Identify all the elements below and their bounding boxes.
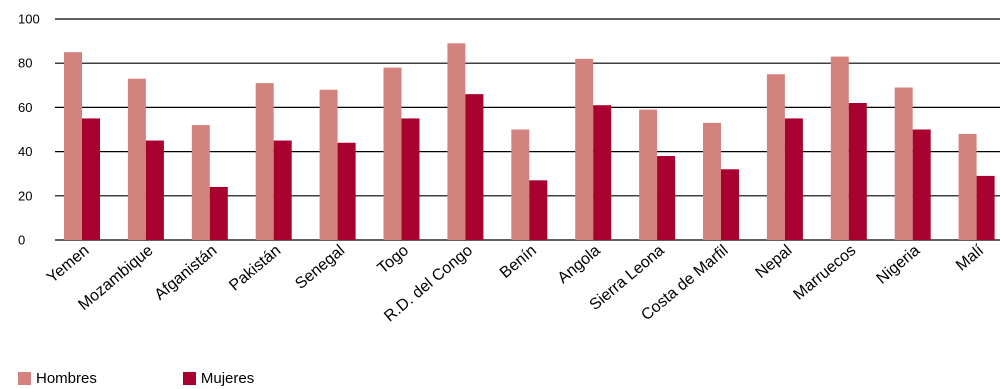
bar-mujeres-4: [337, 142, 356, 240]
bar-mujeres-12: [848, 102, 867, 240]
x-tick-label: Benín: [497, 242, 540, 282]
bar-hombres-9: [639, 109, 658, 240]
y-tick-label: 100: [18, 12, 40, 27]
x-tick-label: Nigeria: [874, 242, 924, 288]
bar-mujeres-9: [657, 156, 676, 240]
bar-mujeres-13: [912, 129, 931, 240]
legend: Hombres Mujeres: [18, 370, 254, 387]
bar-hombres-3: [255, 83, 274, 240]
legend-item-hombres: Hombres: [18, 370, 97, 387]
x-tick-label: Togo: [375, 242, 413, 277]
x-tick-label: Yemen: [44, 242, 93, 287]
bar-mujeres-11: [784, 118, 803, 240]
bar-mujeres-6: [465, 94, 484, 240]
bar-hombres-4: [319, 89, 338, 240]
bar-mujeres-7: [529, 180, 548, 240]
y-tick-label: 20: [18, 188, 32, 203]
legend-item-mujeres: Mujeres: [182, 370, 255, 387]
y-tick-label: 60: [18, 100, 32, 115]
legend-label-hombres: Hombres: [36, 370, 97, 387]
bar-hombres-11: [766, 74, 785, 240]
bar-hombres-8: [575, 58, 594, 240]
bar-mujeres-2: [209, 186, 228, 240]
bar-mujeres-0: [82, 118, 100, 240]
y-tick-label: 80: [18, 56, 32, 71]
x-tick-label: Marruecos: [791, 242, 860, 304]
bar-mujeres-14: [976, 175, 995, 240]
x-tick-label: Malí: [953, 242, 988, 275]
legend-label-mujeres: Mujeres: [200, 370, 255, 387]
y-tick-label: 40: [18, 144, 32, 159]
bar-mujeres-10: [721, 169, 739, 240]
bar-hombres-13: [894, 87, 913, 240]
legend-swatch-hombres: [18, 372, 31, 385]
bar-hombres-0: [64, 52, 82, 241]
bar-hombres-1: [127, 78, 146, 240]
bar-mujeres-8: [593, 105, 612, 240]
bar-hombres-2: [191, 125, 210, 240]
y-tick-label: 0: [18, 233, 25, 248]
x-tick-label: Senegal: [292, 242, 348, 293]
bar-hombres-14: [958, 133, 977, 240]
bar-hombres-10: [703, 122, 721, 240]
x-tick-label: Nepal: [753, 242, 796, 282]
x-tick-label: Angola: [555, 242, 604, 287]
bar-mujeres-1: [145, 140, 164, 240]
bar-mujeres-3: [273, 140, 292, 240]
x-tick-label: Pakistán: [226, 242, 284, 294]
bar-hombres-12: [830, 56, 849, 240]
bar-hombres-6: [447, 43, 466, 241]
bar-mujeres-5: [401, 118, 420, 240]
bar-hombres-5: [383, 67, 402, 241]
legend-swatch-mujeres: [182, 372, 196, 385]
bar-hombres-7: [511, 129, 530, 240]
x-tick-label: Afganistán: [152, 242, 221, 304]
